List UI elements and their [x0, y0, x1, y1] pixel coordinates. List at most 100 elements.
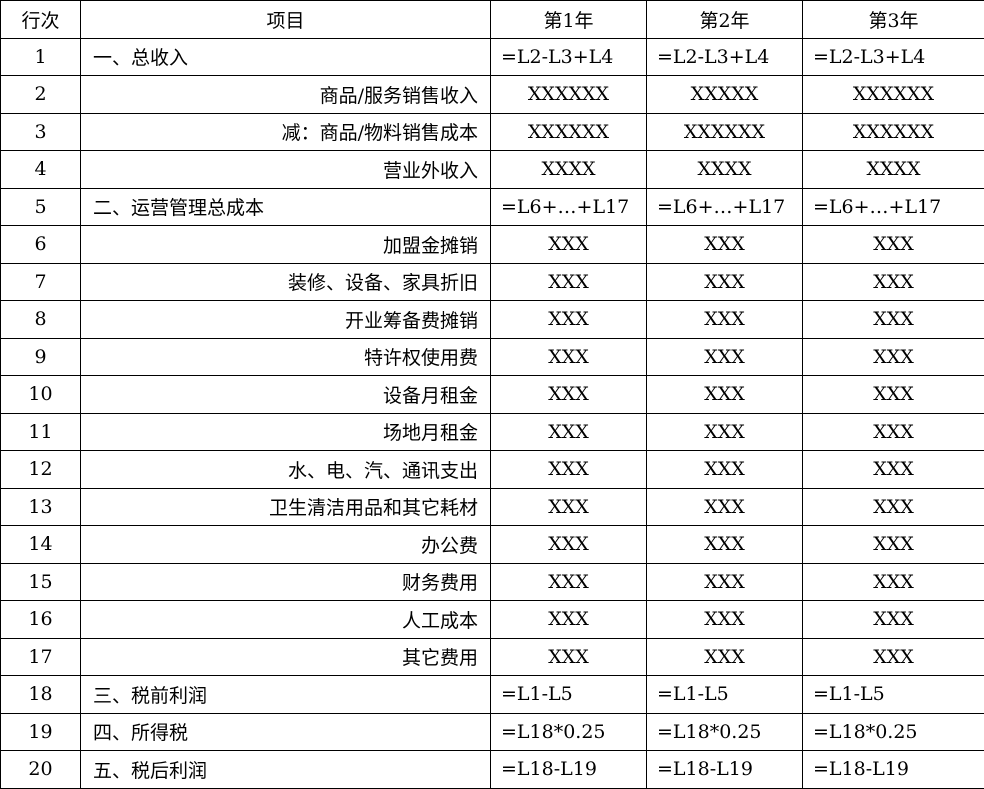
year-3-value-cell: XXX	[803, 263, 984, 301]
table-header: 行次 项目 第1年 第2年 第3年	[1, 1, 984, 39]
year-3-value-cell: XXX	[803, 338, 984, 376]
year-3-value-cell: XXX	[803, 301, 984, 339]
year-3-value-cell: =L6+…+L17	[803, 188, 984, 226]
year-2-value-cell: =L2-L3+L4	[647, 38, 803, 76]
year-3-value-cell: XXX	[803, 601, 984, 639]
year-2-value-cell: XXX	[647, 376, 803, 414]
year-2-value-cell: XXX	[647, 638, 803, 676]
year-2-value-cell: XXX	[647, 226, 803, 264]
year-1-value-cell: XXX	[491, 413, 647, 451]
year-1-value-cell: XXX	[491, 376, 647, 414]
line-number-cell: 2	[1, 76, 81, 114]
year-3-value-cell: =L2-L3+L4	[803, 38, 984, 76]
line-number-cell: 5	[1, 188, 81, 226]
year-3-value-cell: =L18*0.25	[803, 713, 984, 751]
year-1-value-cell: XXXXXX	[491, 76, 647, 114]
item-cell: 五、税后利润	[81, 751, 491, 789]
year-3-value-cell: =L1-L5	[803, 676, 984, 714]
header-item: 项目	[81, 1, 491, 39]
year-3-value-cell: XXX	[803, 451, 984, 489]
year-2-value-cell: XXX	[647, 413, 803, 451]
year-3-value-cell: XXX	[803, 413, 984, 451]
year-3-value-cell: XXX	[803, 563, 984, 601]
year-3-value-cell: XXX	[803, 526, 984, 564]
line-number-cell: 20	[1, 751, 81, 789]
year-2-value-cell: =L1-L5	[647, 676, 803, 714]
year-3-value-cell: XXX	[803, 226, 984, 264]
line-number-cell: 19	[1, 713, 81, 751]
year-1-value-cell: XXX	[491, 526, 647, 564]
year-3-value-cell: =L18-L19	[803, 751, 984, 789]
line-number-cell: 13	[1, 488, 81, 526]
line-number-cell: 15	[1, 563, 81, 601]
item-cell: 其它费用	[81, 638, 491, 676]
line-number-cell: 8	[1, 301, 81, 339]
year-2-value-cell: XXX	[647, 488, 803, 526]
year-3-value-cell: XXX	[803, 488, 984, 526]
line-number-cell: 10	[1, 376, 81, 414]
year-2-value-cell: XXX	[647, 526, 803, 564]
item-cell: 加盟金摊销	[81, 226, 491, 264]
line-number-cell: 3	[1, 113, 81, 151]
year-1-value-cell: XXX	[491, 563, 647, 601]
item-cell: 水、电、汽、通讯支出	[81, 451, 491, 489]
item-cell: 四、所得税	[81, 713, 491, 751]
year-1-value-cell: XXXXXX	[491, 113, 647, 151]
item-cell: 减：商品/物料销售成本	[81, 113, 491, 151]
line-number-cell: 16	[1, 601, 81, 639]
line-number-cell: 18	[1, 676, 81, 714]
line-number-cell: 14	[1, 526, 81, 564]
year-2-value-cell: =L18-L19	[647, 751, 803, 789]
line-number-cell: 17	[1, 638, 81, 676]
year-1-value-cell: XXX	[491, 638, 647, 676]
header-line-no: 行次	[1, 1, 81, 39]
year-2-value-cell: XXX	[647, 338, 803, 376]
year-2-value-cell: XXX	[647, 601, 803, 639]
item-cell: 办公费	[81, 526, 491, 564]
year-2-value-cell: XXX	[647, 451, 803, 489]
year-1-value-cell: XXX	[491, 451, 647, 489]
year-1-value-cell: XXXX	[491, 151, 647, 189]
header-year-1: 第1年	[491, 1, 647, 39]
line-number-cell: 12	[1, 451, 81, 489]
year-2-value-cell: XXX	[647, 563, 803, 601]
year-2-value-cell: XXX	[647, 301, 803, 339]
year-1-value-cell: XXX	[491, 226, 647, 264]
year-2-value-cell: =L6+…+L17	[647, 188, 803, 226]
year-3-value-cell: XXX	[803, 638, 984, 676]
year-1-value-cell: =L18*0.25	[491, 713, 647, 751]
line-number-cell: 4	[1, 151, 81, 189]
item-cell: 营业外收入	[81, 151, 491, 189]
item-cell: 卫生清洁用品和其它耗材	[81, 488, 491, 526]
year-2-value-cell: XXX	[647, 263, 803, 301]
year-1-value-cell: =L2-L3+L4	[491, 38, 647, 76]
year-3-value-cell: XXXX	[803, 151, 984, 189]
item-cell: 财务费用	[81, 563, 491, 601]
year-1-value-cell: XXX	[491, 601, 647, 639]
item-cell: 场地月租金	[81, 413, 491, 451]
year-1-value-cell: XXX	[491, 338, 647, 376]
year-3-value-cell: XXXXXX	[803, 113, 984, 151]
year-2-value-cell: XXXXX	[647, 76, 803, 114]
year-2-value-cell: XXXXXX	[647, 113, 803, 151]
year-1-value-cell: =L6+…+L17	[491, 188, 647, 226]
line-number-cell: 7	[1, 263, 81, 301]
line-number-cell: 9	[1, 338, 81, 376]
year-3-value-cell: XXXXXX	[803, 76, 984, 114]
header-row: 行次 项目 第1年 第2年 第3年	[1, 1, 984, 39]
